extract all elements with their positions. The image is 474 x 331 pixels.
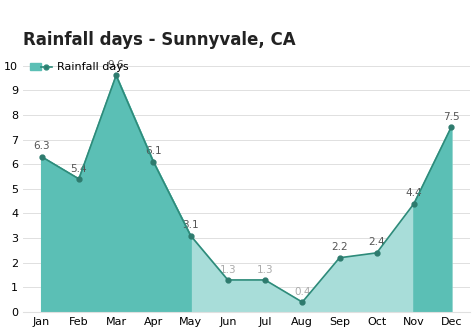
Text: Rainfall days - Sunnyvale, CA: Rainfall days - Sunnyvale, CA: [23, 31, 296, 49]
Text: 2.2: 2.2: [331, 242, 348, 252]
Polygon shape: [116, 75, 154, 312]
Text: 7.5: 7.5: [443, 112, 459, 122]
Text: 9.6: 9.6: [108, 60, 124, 70]
Text: 4.4: 4.4: [406, 188, 422, 198]
Text: 1.3: 1.3: [257, 264, 273, 274]
Text: 2.4: 2.4: [368, 237, 385, 248]
Text: 6.3: 6.3: [33, 141, 50, 151]
Polygon shape: [154, 162, 191, 312]
Text: 6.1: 6.1: [145, 146, 162, 156]
Text: 5.4: 5.4: [71, 164, 87, 173]
Text: 3.1: 3.1: [182, 220, 199, 230]
Polygon shape: [79, 75, 116, 312]
Polygon shape: [414, 127, 451, 312]
Text: 0.4: 0.4: [294, 287, 310, 297]
Legend: Rainfall days: Rainfall days: [25, 58, 134, 77]
Polygon shape: [42, 157, 79, 312]
Text: 1.3: 1.3: [219, 264, 236, 274]
